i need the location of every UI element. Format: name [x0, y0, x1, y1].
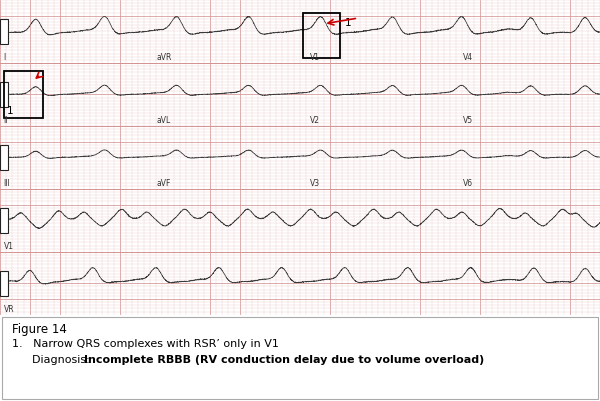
- Text: aVF: aVF: [157, 178, 171, 188]
- Text: V2: V2: [310, 115, 320, 125]
- Text: V3: V3: [310, 178, 320, 188]
- Text: II: II: [4, 115, 8, 125]
- Bar: [0, 271, 8, 296]
- Text: V5: V5: [463, 115, 473, 125]
- Text: aVL: aVL: [157, 115, 171, 125]
- Text: 1: 1: [345, 18, 352, 28]
- Text: III: III: [4, 178, 10, 188]
- Text: 1: 1: [7, 106, 14, 116]
- Bar: [0, 208, 8, 233]
- Text: V4: V4: [463, 53, 473, 62]
- Text: I: I: [4, 53, 6, 62]
- Text: Figure 14: Figure 14: [12, 323, 67, 336]
- Text: V1: V1: [4, 241, 14, 251]
- Bar: [0, 82, 8, 107]
- Bar: [0, 19, 8, 44]
- Bar: [0, 145, 8, 170]
- Text: Diagnosis:: Diagnosis:: [32, 355, 93, 365]
- Text: V1: V1: [310, 53, 320, 62]
- Text: 1.   Narrow QRS complexes with RSR’ only in V1: 1. Narrow QRS complexes with RSR’ only i…: [12, 339, 279, 349]
- Bar: [4, 71, 43, 118]
- Text: Incomplete RBBB (RV conduction delay due to volume overload): Incomplete RBBB (RV conduction delay due…: [84, 355, 484, 365]
- Text: aVR: aVR: [157, 53, 172, 62]
- Bar: [303, 12, 340, 58]
- Text: VR: VR: [4, 304, 14, 314]
- Text: V6: V6: [463, 178, 473, 188]
